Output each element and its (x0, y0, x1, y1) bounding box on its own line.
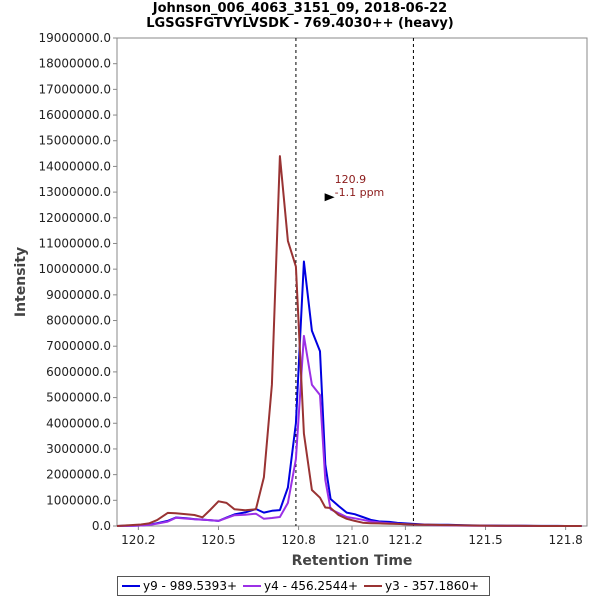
annotation-label: -1.1 ppm (335, 186, 385, 199)
annotation-label: 120.9 (335, 173, 367, 186)
legend-label: y4 - 456.2544+ (264, 579, 359, 593)
y-tick-label: 1000000.0 (46, 493, 111, 507)
x-tick-label: 121.5 (468, 533, 502, 547)
x-tick-label: 121.2 (388, 533, 422, 547)
y-axis: 0.0 1000000.0 2000000.0 3000000.0 4000000.0 5… (38, 31, 117, 533)
x-tick-label: 121.0 (335, 533, 369, 547)
y-tick-label: 15000000.0 (38, 134, 111, 148)
y-tick-label: 19000000.0 (38, 31, 111, 45)
y-tick-label: 0.0 (92, 519, 111, 533)
y-axis-label: Intensity (13, 247, 29, 317)
y-tick-label: 16000000.0 (38, 108, 111, 122)
peak-annotation: 120.9-1.1 ppm (324, 173, 385, 202)
y-tick-label: 12000000.0 (38, 211, 111, 225)
x-tick-label: 120.8 (281, 533, 315, 547)
x-tick-label: 121.8 (548, 533, 582, 547)
x-tick-label: 120.5 (201, 533, 235, 547)
peak-arrow-marker (324, 193, 335, 202)
chart-title: Johnson_006_4063_3151_09, 2018-06-22 (152, 1, 447, 16)
y-tick-label: 17000000.0 (38, 82, 111, 96)
chart-subtitle: LGSGSFGTVYLVSDK - 769.4030++ (heavy) (146, 16, 454, 31)
legend-item: y9 - 989.5393+ (122, 579, 237, 593)
y-tick-label: 4000000.0 (46, 416, 111, 430)
x-axis: 120.2 120.5 120.8 121.0 121.2 121.5 121.8 (121, 526, 583, 547)
legend-swatch (122, 585, 140, 587)
series-line-3 (116, 155, 582, 527)
legend-label: y3 - 357.1860+ (385, 579, 480, 593)
y-tick-label: 2000000.0 (46, 468, 111, 482)
y-tick-label: 5000000.0 (46, 391, 111, 405)
y-tick-label: 7000000.0 (46, 339, 111, 353)
chart-legend: y9 - 989.5393+ y4 - 456.2544+ y3 - 357.186… (117, 576, 491, 596)
legend-swatch (243, 585, 262, 587)
legend-label: y9 - 989.5393+ (143, 579, 238, 593)
x-axis-label: Retention Time (292, 553, 413, 569)
y-tick-label: 18000000.0 (38, 57, 111, 71)
y-tick-label: 9000000.0 (46, 288, 111, 302)
y-tick-label: 8000000.0 (46, 314, 111, 328)
legend-item: y4 - 456.2544+ (243, 579, 358, 593)
series-lines (116, 155, 582, 527)
y-tick-label: 3000000.0 (46, 442, 111, 456)
y-tick-label: 11000000.0 (38, 236, 111, 250)
legend-item: y3 - 357.1860+ (364, 579, 479, 593)
legend-swatch (364, 585, 383, 587)
y-tick-label: 6000000.0 (46, 365, 111, 379)
plot-area (116, 37, 588, 527)
y-tick-label: 13000000.0 (38, 185, 111, 199)
y-tick-label: 10000000.0 (38, 262, 111, 276)
x-tick-label: 120.2 (121, 533, 155, 547)
y-tick-label: 14000000.0 (38, 159, 111, 173)
